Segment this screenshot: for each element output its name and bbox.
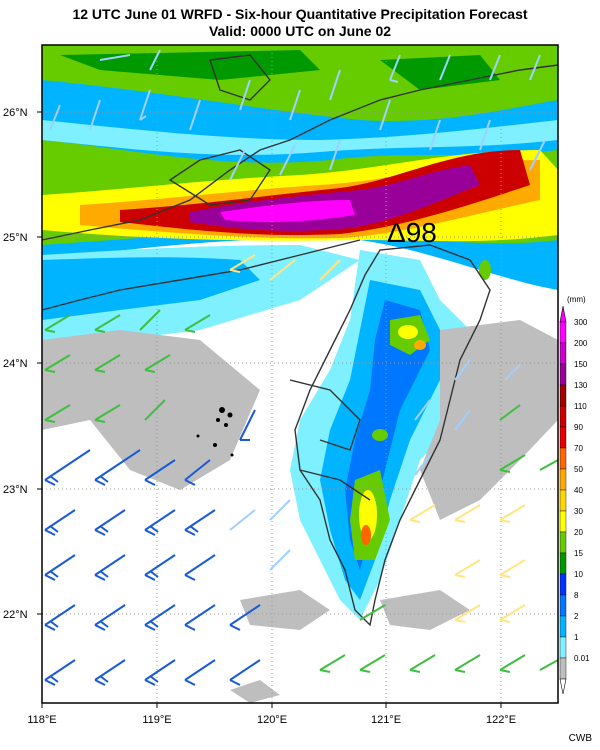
colorbar-swatch [559,426,567,449]
colorbar-level-label: 15 [574,549,583,558]
map-title: 12 UTC June 01 WRFD - Six-hour Quantitat… [0,6,600,40]
colorbar-swatch [559,615,567,638]
lat-lon-grid [42,45,558,703]
colorbar-level-label: 150 [574,360,588,369]
colorbar-swatch [559,447,567,470]
map-frame [41,44,559,704]
colorbar: (mm) 300 200 150 130 110 90 70 50 40 30 20 15 10 8 2 1 0… [559,295,590,695]
lon-label: 118°E [27,714,56,726]
colorbar-top-arrow [559,305,567,323]
colorbar-swatch [559,510,567,533]
credit-label: CWB [568,733,592,744]
colorbar-swatch [559,384,567,407]
colorbar-level-label: 200 [574,339,588,348]
colorbar-swatch [559,321,567,344]
colorbar-swatch [559,405,567,428]
colorbar-swatch [559,636,567,659]
colorbar-swatch [559,552,567,575]
lon-label: 122°E [486,714,516,726]
colorbar-level-label: 50 [574,465,583,474]
axis-ticks [37,111,502,708]
lon-label: 120°E [257,714,287,726]
lat-label: 23°N [3,484,28,496]
colorbar-level-label: 300 [574,318,588,327]
colorbar-swatch [559,489,567,512]
colorbar-bottom-arrow [559,678,567,695]
lon-label: 119°E [142,714,171,726]
colorbar-swatch [559,573,567,596]
colorbar-level-label: 20 [574,528,583,537]
lat-label: 26°N [3,107,28,119]
colorbar-swatch [559,468,567,491]
colorbar-level-label: 30 [574,507,583,516]
lat-label: 25°N [3,232,28,244]
title-line-1: 12 UTC June 01 WRFD - Six-hour Quantitat… [72,6,528,22]
lat-label: 22°N [3,609,28,621]
colorbar-level-label: 90 [574,423,583,432]
colorbar-level-label: 70 [574,444,583,453]
penghu-islands [196,407,234,457]
colorbar-level-label: 2 [574,612,579,621]
max-value-annotation: Δ98 [387,217,437,248]
colorbar-swatch [559,657,567,680]
colorbar-unit: (mm) [567,295,586,304]
colorbar-level-label: 1 [574,633,579,642]
colorbar-level-label: 8 [574,591,579,600]
lat-label: 24°N [3,358,28,370]
colorbar-level-label: 110 [574,402,587,411]
colorbar-level-label: 40 [574,486,583,495]
longitude-labels: 118°E 119°E 120°E 121°E 122°E [27,714,516,726]
map-field [42,45,558,703]
title-line-2: Valid: 0000 UTC on June 02 [208,23,392,39]
colorbar-swatch [559,531,567,554]
lon-label: 121°E [371,714,401,726]
colorbar-level-label: 130 [574,381,588,390]
colorbar-swatch [559,342,567,365]
colorbar-swatch [559,363,567,386]
latitude-labels: 26°N 25°N 24°N 23°N 22°N [3,107,28,621]
colorbar-swatch [559,594,567,617]
wind-barbs [44,49,559,686]
colorbar-level-label: 0.01 [574,654,590,663]
colorbar-level-label: 10 [574,570,583,579]
